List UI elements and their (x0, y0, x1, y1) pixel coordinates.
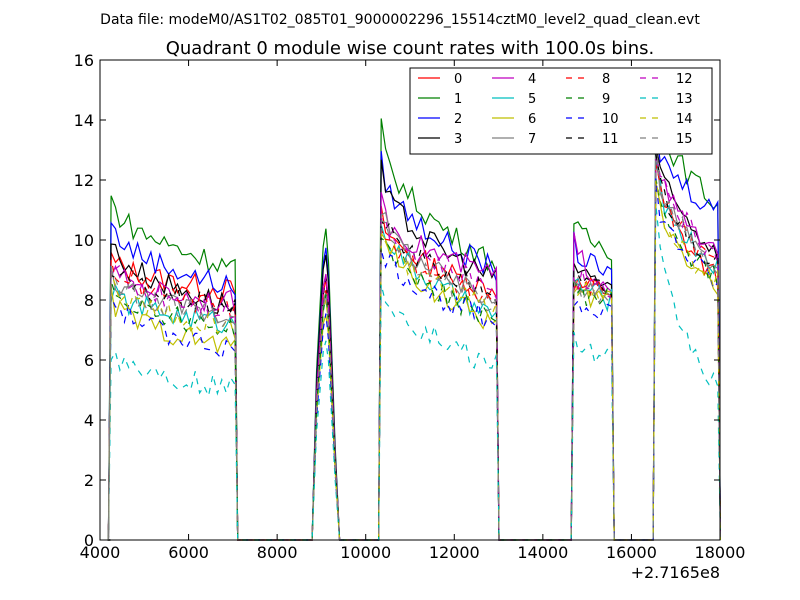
series-line-8 (107, 163, 721, 541)
x-axis: 4000 6000 8000 10000 12000 14000 16000 18000 (80, 60, 746, 562)
series-line-4 (107, 160, 721, 541)
x-tick-label: 10000 (340, 543, 391, 562)
legend-label: 0 (454, 72, 462, 87)
x-tick-label: 18000 (695, 543, 746, 562)
legend-box (409, 67, 713, 155)
legend-label: 6 (528, 112, 536, 127)
legend-label: 9 (602, 92, 610, 107)
x-tick-label: 16000 (606, 543, 657, 562)
series-line-11 (107, 153, 721, 541)
series-line-7 (107, 145, 721, 541)
legend-label: 15 (676, 132, 693, 147)
series-line-3 (107, 145, 721, 541)
y-tick-label: 0 (84, 531, 94, 550)
legend-label: 5 (528, 92, 536, 107)
x-tick-label: 14000 (517, 543, 568, 562)
x-tick-label: 12000 (429, 543, 480, 562)
data-file-label: Data file: modeM0/AS1T02_085T01_90000022… (100, 12, 700, 28)
plot-series-group (107, 104, 721, 541)
legend-label: 10 (602, 112, 619, 127)
legend-label: 3 (454, 132, 462, 147)
y-tick-label: 4 (84, 411, 94, 430)
legend-label: 8 (602, 72, 610, 87)
series-line-9 (107, 178, 721, 541)
legend-label: 13 (676, 92, 693, 107)
y-tick-label: 16 (74, 51, 94, 70)
y-tick-label: 8 (84, 291, 94, 310)
legend-label: 2 (454, 112, 462, 127)
series-line-10 (107, 178, 721, 541)
x-tick-label: 4000 (80, 543, 121, 562)
x-axis-offset-label: +2.7165e8 (631, 563, 720, 582)
legend-label: 12 (676, 72, 693, 87)
x-tick-label: 6000 (168, 543, 209, 562)
legend-label: 1 (454, 92, 462, 107)
legend-label: 11 (602, 132, 619, 147)
y-tick-label: 6 (84, 351, 94, 370)
chart-title: Quadrant 0 module wise count rates with … (166, 38, 655, 59)
series-line-5 (107, 160, 721, 541)
y-tick-label: 2 (84, 471, 94, 490)
series-line-0 (107, 161, 721, 541)
legend-label: 14 (676, 112, 693, 127)
y-tick-label: 12 (74, 171, 94, 190)
series-line-12 (107, 150, 721, 541)
series-line-1 (107, 104, 721, 541)
x-tick-label: 8000 (257, 543, 298, 562)
series-line-13 (107, 204, 721, 541)
y-tick-label: 14 (74, 111, 94, 130)
legend-label: 7 (528, 132, 536, 147)
legend-label: 4 (528, 72, 536, 87)
y-tick-label: 10 (74, 231, 94, 250)
